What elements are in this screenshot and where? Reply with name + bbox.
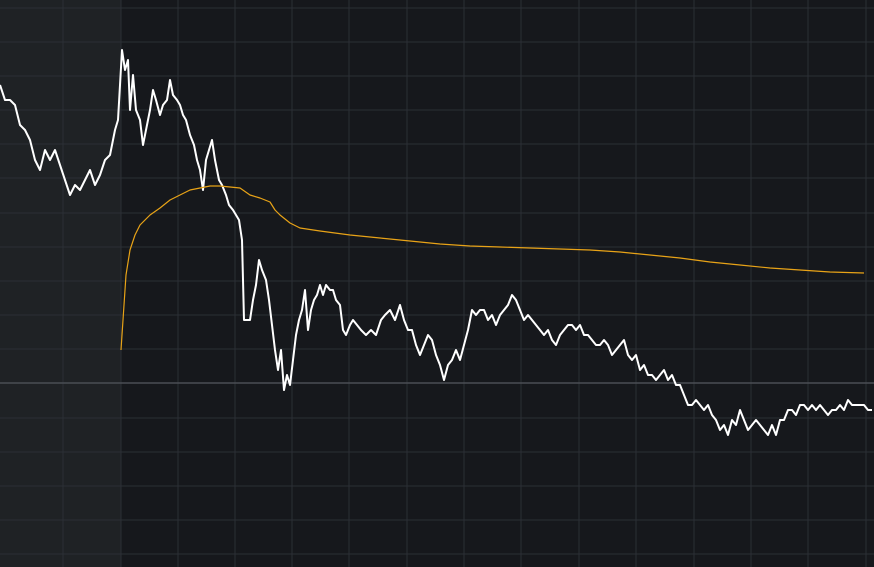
shaded-region (0, 0, 121, 567)
series-line (120, 185, 865, 351)
series-line (0, 49, 872, 436)
